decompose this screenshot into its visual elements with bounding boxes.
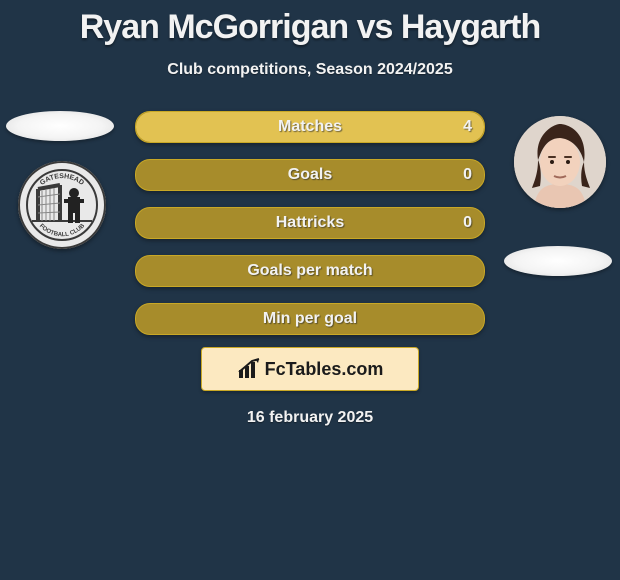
player-left-placeholder-ellipse [6,111,114,141]
stat-pill: Goals per match [135,255,485,287]
player-right-avatar [514,116,606,208]
subtitle: Club competitions, Season 2024/2025 [0,61,620,79]
player-right-placeholder-ellipse [504,246,612,276]
stat-pill: Hattricks0 [135,207,485,239]
datestamp: 16 february 2025 [0,409,620,427]
comparison-arena: GATESHEAD FOOTBALL CLUB Matches4Go [0,111,620,341]
stat-pill: Matches4 [135,111,485,143]
stat-label: Hattricks [136,208,484,238]
branding-text: FcTables.com [265,359,384,380]
stat-value-right: 0 [463,208,472,238]
page-title: Ryan McGorrigan vs Haygarth [0,8,620,47]
stat-value-right: 0 [463,160,472,190]
stat-pill: Goals0 [135,159,485,191]
stat-label: Matches [136,112,484,142]
stat-pill-column: Matches4Goals0Hattricks0Goals per matchM… [135,111,485,351]
stat-label: Min per goal [136,304,484,334]
chart-icon [237,358,261,380]
stat-label: Goals [136,160,484,190]
stat-pill: Min per goal [135,303,485,335]
player-left-club-crest: GATESHEAD FOOTBALL CLUB [18,161,106,249]
stat-label: Goals per match [136,256,484,286]
branding-badge: FcTables.com [201,347,419,391]
stat-value-right: 4 [463,112,472,142]
